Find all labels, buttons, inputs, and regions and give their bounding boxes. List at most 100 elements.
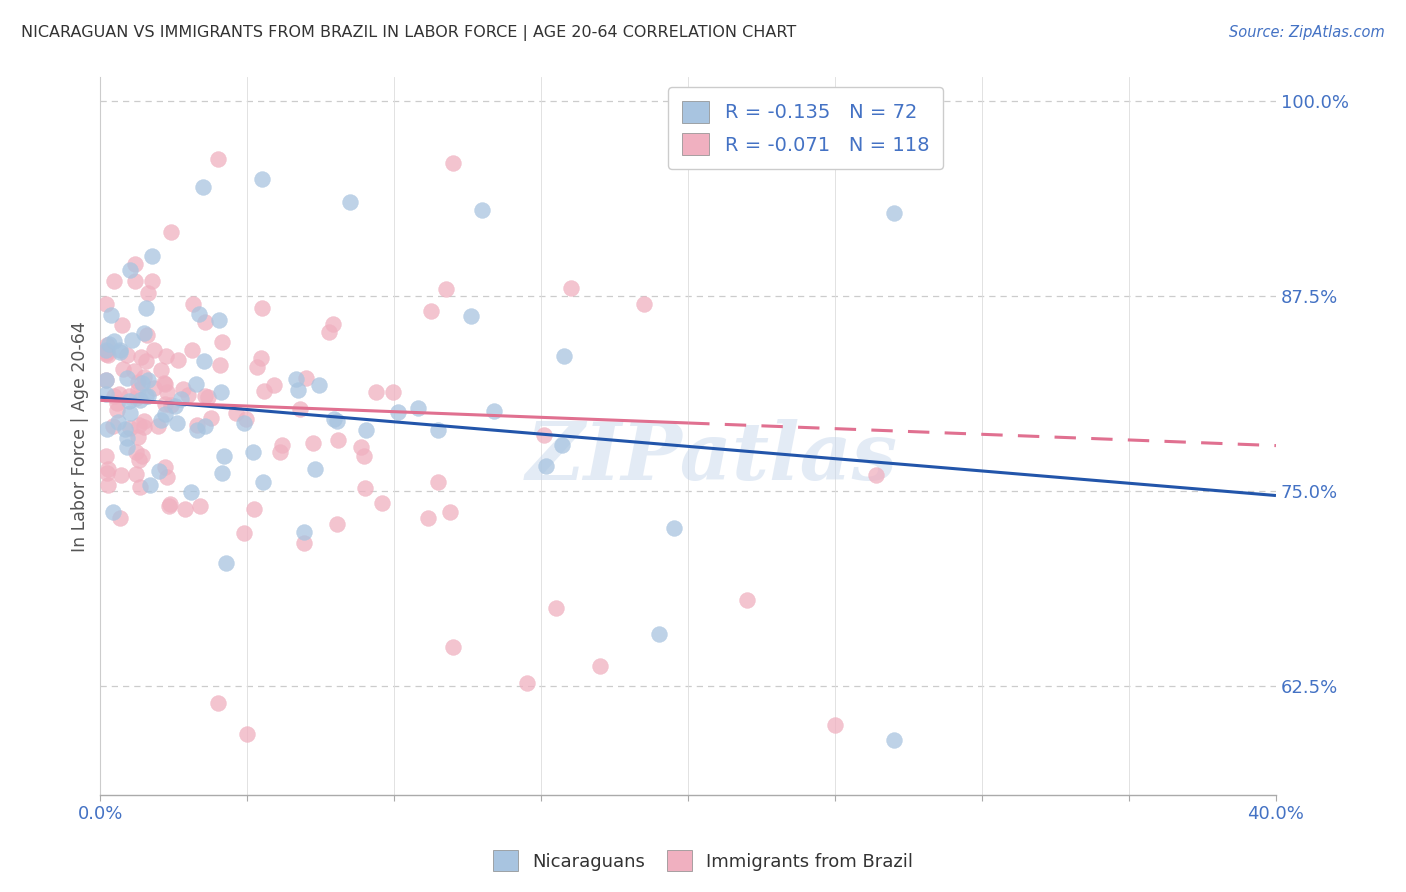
Point <box>250 351 273 365</box>
Point <box>325 414 347 428</box>
Point <box>356 424 378 438</box>
Point <box>127 383 149 397</box>
Point <box>560 281 582 295</box>
Point <box>103 334 125 348</box>
Point <box>165 399 187 413</box>
Point <box>263 378 285 392</box>
Point <box>136 286 159 301</box>
Point <box>96 345 118 359</box>
Point <box>107 386 129 401</box>
Point <box>101 419 124 434</box>
Point <box>96 343 118 357</box>
Point <box>153 397 176 411</box>
Point <box>288 401 311 416</box>
Point <box>354 481 377 495</box>
Point <box>208 358 231 372</box>
Point <box>96 373 118 387</box>
Point <box>208 312 231 326</box>
Point <box>207 696 229 710</box>
Point <box>233 525 256 540</box>
Point <box>111 318 134 333</box>
Point <box>107 415 129 429</box>
Point <box>243 501 266 516</box>
Point <box>96 343 118 358</box>
Point <box>242 444 264 458</box>
Point <box>551 438 574 452</box>
Point <box>186 417 208 432</box>
Point <box>96 421 118 435</box>
Point <box>200 411 222 425</box>
Point <box>350 441 373 455</box>
Point <box>105 395 128 409</box>
Point <box>160 225 183 239</box>
Point <box>155 349 177 363</box>
Point <box>326 433 349 447</box>
Point <box>533 427 555 442</box>
Point <box>426 475 449 489</box>
Point <box>124 274 146 288</box>
Point <box>96 387 118 401</box>
Point <box>419 304 441 318</box>
Point <box>155 407 177 421</box>
Point <box>824 718 846 732</box>
Point <box>193 354 215 368</box>
Point <box>131 450 153 464</box>
Point <box>118 406 141 420</box>
Point <box>108 511 131 525</box>
Point <box>194 389 217 403</box>
Point <box>132 414 155 428</box>
Point <box>150 363 173 377</box>
Point <box>865 467 887 482</box>
Point <box>174 501 197 516</box>
Point <box>142 343 165 358</box>
Point <box>166 416 188 430</box>
Point <box>308 378 330 392</box>
Point <box>96 347 118 361</box>
Point <box>439 505 461 519</box>
Point <box>125 391 148 405</box>
Point <box>322 412 344 426</box>
Point <box>114 422 136 436</box>
Point <box>434 282 457 296</box>
Point <box>252 475 274 489</box>
Point <box>149 413 172 427</box>
Point <box>110 467 132 482</box>
Point <box>157 500 180 514</box>
Point <box>441 640 464 654</box>
Point <box>129 480 152 494</box>
Point <box>366 385 388 400</box>
Point <box>118 394 141 409</box>
Point <box>159 496 181 510</box>
Point <box>105 403 128 417</box>
Point <box>115 371 138 385</box>
Point <box>118 421 141 435</box>
Point <box>128 417 150 432</box>
Point <box>110 345 132 359</box>
Point <box>122 364 145 378</box>
Point <box>426 423 449 437</box>
Point <box>180 484 202 499</box>
Point <box>170 392 193 406</box>
Point <box>131 376 153 390</box>
Point <box>883 206 905 220</box>
Point <box>110 343 132 358</box>
Point <box>96 296 118 310</box>
Point <box>97 477 120 491</box>
Point <box>211 466 233 480</box>
Point <box>153 377 176 392</box>
Point <box>96 449 118 463</box>
Point <box>135 327 157 342</box>
Point <box>115 348 138 362</box>
Point <box>118 263 141 277</box>
Point <box>186 423 208 437</box>
Point <box>194 419 217 434</box>
Point <box>233 416 256 430</box>
Point <box>134 419 156 434</box>
Point <box>103 275 125 289</box>
Point <box>128 429 150 443</box>
Point <box>193 179 215 194</box>
Point <box>371 496 394 510</box>
Point <box>250 301 273 315</box>
Point <box>138 388 160 402</box>
Text: Source: ZipAtlas.com: Source: ZipAtlas.com <box>1229 25 1385 40</box>
